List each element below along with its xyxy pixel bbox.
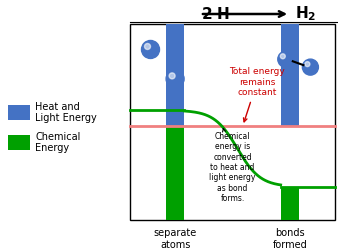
Bar — [281, 187, 299, 220]
Circle shape — [142, 41, 160, 59]
Circle shape — [169, 73, 175, 79]
Bar — [8, 105, 30, 120]
Text: separate
atoms: separate atoms — [153, 228, 197, 249]
Text: $\mathbf{2\ H}$: $\mathbf{2\ H}$ — [201, 6, 230, 22]
Circle shape — [280, 54, 285, 59]
Circle shape — [305, 62, 310, 67]
Text: Heat and
Light Energy: Heat and Light Energy — [35, 102, 97, 123]
Text: $\mathbf{H_2}$: $\mathbf{H_2}$ — [295, 5, 316, 23]
Text: bonds
formed: bonds formed — [272, 228, 307, 249]
Circle shape — [278, 51, 294, 67]
Text: Chemical
energy is
converted
to heat and
light energy
as bond
forms.: Chemical energy is converted to heat and… — [209, 128, 256, 203]
Bar — [281, 24, 299, 126]
Bar — [8, 135, 30, 150]
Circle shape — [303, 59, 318, 75]
Circle shape — [145, 44, 150, 50]
Text: Chemical
Energy: Chemical Energy — [35, 132, 80, 153]
Bar — [130, 24, 335, 220]
Circle shape — [166, 70, 184, 88]
Bar — [166, 24, 184, 126]
Text: Total energy
remains
constant: Total energy remains constant — [229, 67, 285, 122]
Bar — [166, 110, 184, 220]
